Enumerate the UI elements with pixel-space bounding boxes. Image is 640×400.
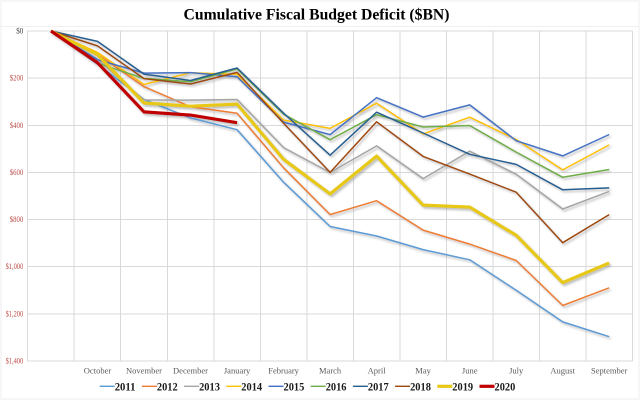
svg-text:2017: 2017: [368, 382, 389, 394]
svg-text:July: July: [509, 366, 524, 376]
svg-text:September: September: [591, 366, 628, 376]
svg-text:2014: 2014: [241, 382, 262, 394]
svg-text:November: November: [126, 366, 162, 376]
svg-text:$1,400: $1,400: [6, 356, 24, 366]
svg-text:August: August: [550, 366, 575, 376]
svg-text:January: January: [224, 366, 251, 376]
svg-text:$200: $200: [10, 73, 23, 83]
svg-text:$400: $400: [10, 120, 23, 130]
svg-text:2012: 2012: [157, 382, 178, 394]
svg-text:2018: 2018: [410, 382, 431, 394]
svg-text:2015: 2015: [284, 382, 305, 394]
svg-text:February: February: [268, 366, 299, 376]
svg-text:2020: 2020: [495, 382, 516, 394]
svg-text:2011: 2011: [115, 382, 136, 394]
svg-text:December: December: [173, 366, 208, 376]
svg-text:$1,200: $1,200: [6, 308, 24, 318]
svg-text:2016: 2016: [326, 382, 347, 394]
svg-text:June: June: [462, 366, 478, 376]
svg-text:2013: 2013: [199, 382, 220, 394]
svg-text:$800: $800: [10, 214, 23, 224]
svg-text:Cumulative Fiscal Budget Defic: Cumulative Fiscal Budget Deficit ($BN): [184, 6, 450, 23]
svg-text:2019: 2019: [452, 382, 473, 394]
svg-text:$600: $600: [10, 167, 23, 177]
svg-text:$0: $0: [16, 26, 23, 36]
svg-text:October: October: [84, 366, 112, 376]
svg-text:May: May: [415, 366, 431, 376]
svg-text:$1,000: $1,000: [6, 261, 24, 271]
svg-text:March: March: [319, 366, 342, 376]
svg-text:April: April: [368, 366, 387, 376]
